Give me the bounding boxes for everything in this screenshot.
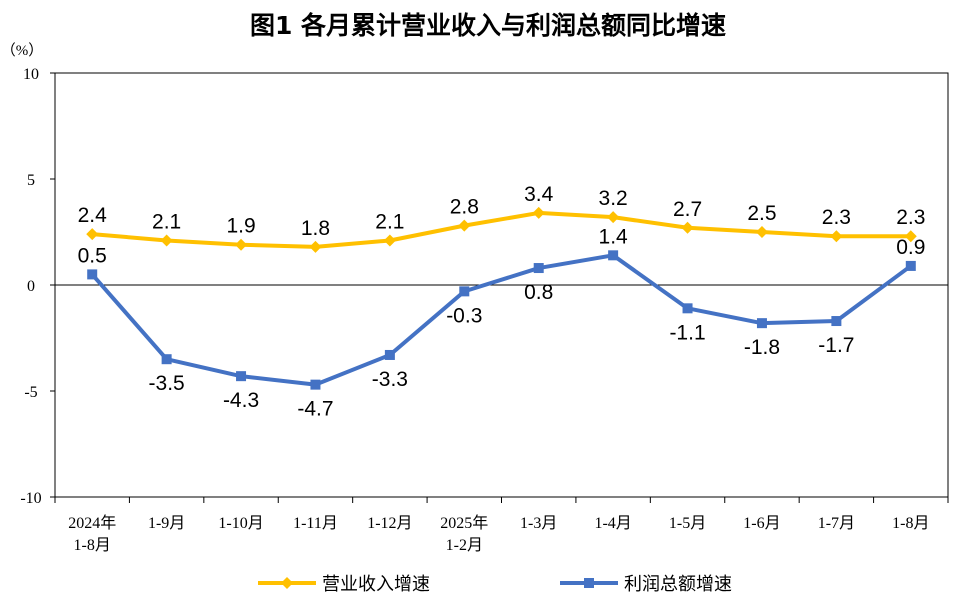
data-labels: 2.4 2.1 1.9 1.8 2.1 2.8 3.4 3.2 2.7 2.5 2.3 2.3 0.5 -… — [78, 183, 926, 421]
data-label: 2.8 — [450, 196, 479, 219]
data-label: 2.3 — [896, 206, 925, 229]
data-point-marker — [161, 354, 172, 365]
legend-marker — [281, 577, 293, 589]
data-point-marker — [383, 234, 396, 247]
data-point-marker — [831, 316, 842, 327]
x-tick-label: 1-6月 — [743, 515, 780, 532]
x-tick-label: 1-10月 — [218, 515, 263, 532]
x-tick-label: 1-4月 — [594, 515, 631, 532]
data-point-marker — [160, 234, 173, 247]
y-tick-label: -5 — [24, 384, 37, 401]
data-label: 3.2 — [599, 187, 628, 210]
y-tick-label: -10 — [20, 490, 41, 507]
data-label: -1.7 — [818, 334, 854, 357]
x-tick-label: 1-11月 — [293, 515, 338, 532]
series-line-1 — [90, 253, 912, 387]
x-tick-label: 2024年 — [68, 514, 116, 532]
data-label: 2.1 — [152, 210, 181, 233]
data-label: -1.1 — [669, 321, 705, 344]
data-point-marker — [86, 228, 99, 241]
data-label: 3.4 — [524, 183, 554, 206]
legend-marker — [584, 578, 594, 588]
data-label: -0.3 — [446, 304, 482, 327]
x-tick-label: 1-7月 — [818, 515, 855, 532]
legend-label-1: 利润总额增速 — [624, 574, 732, 595]
data-label: 1.4 — [599, 225, 629, 248]
y-tick-label: 0 — [27, 278, 35, 295]
data-label: -1.8 — [744, 336, 780, 359]
data-label: -4.3 — [223, 389, 259, 412]
data-point-marker — [459, 286, 470, 297]
data-point-marker — [532, 206, 545, 219]
data-label: -4.7 — [297, 398, 333, 421]
data-label: 1.8 — [301, 217, 330, 240]
series-layer — [86, 206, 917, 390]
chart-title: 图1 各月累计营业收入与利润总额同比增速 — [250, 11, 726, 40]
x-tick-label: 1-8月 — [892, 515, 929, 532]
data-point-marker — [310, 379, 321, 390]
x-axis: 2024年 1-8月 1-9月 1-10月 1-11月 1-12月 2025年 1-2月 1-3… — [54, 497, 949, 554]
data-point-marker — [905, 260, 916, 271]
legend-label-0: 营业收入增速 — [322, 574, 430, 595]
data-label: -3.5 — [149, 372, 185, 395]
data-label: 0.8 — [524, 281, 553, 304]
data-label: 1.9 — [226, 215, 255, 238]
x-tick-label: 1-5月 — [669, 515, 706, 532]
data-point-marker — [681, 221, 694, 234]
data-label: 0.5 — [78, 244, 107, 267]
y-tick-label: 10 — [23, 66, 39, 83]
series-line-0 — [92, 210, 911, 249]
data-label: 2.4 — [78, 204, 108, 227]
data-point-marker — [235, 238, 248, 251]
legend: 营业收入增速 利润总额增速 — [258, 574, 732, 595]
y-axis: 10 5 0 -5 -10 — [20, 66, 55, 507]
data-label: 2.1 — [375, 210, 404, 233]
data-point-marker — [236, 371, 247, 382]
x-tick-label: 2025年 — [440, 514, 488, 532]
data-label: -3.3 — [372, 368, 408, 391]
data-label: 2.5 — [747, 202, 776, 225]
data-label: 2.7 — [673, 198, 702, 221]
data-point-marker — [458, 219, 471, 232]
x-tick-label: 1-2月 — [446, 537, 483, 554]
data-point-marker — [608, 250, 619, 261]
y-axis-unit: （%） — [1, 42, 44, 59]
data-point-marker — [830, 230, 843, 243]
data-label: 2.3 — [822, 206, 851, 229]
x-tick-label: 1-8月 — [74, 537, 111, 554]
x-tick-label: 1-12月 — [367, 515, 412, 532]
data-point-marker — [682, 303, 693, 314]
data-point-marker — [309, 240, 322, 253]
data-point-marker — [904, 230, 917, 243]
data-point-marker — [384, 349, 395, 360]
data-point-marker — [756, 318, 767, 329]
x-tick-label: 1-9月 — [148, 515, 185, 532]
data-point-marker — [533, 263, 544, 274]
data-point-marker — [755, 226, 768, 238]
data-point-marker — [607, 211, 620, 224]
data-point-marker — [87, 269, 98, 280]
data-label: 0.9 — [896, 236, 925, 259]
y-tick-label: 5 — [27, 172, 35, 189]
x-tick-label: 1-3月 — [520, 515, 557, 532]
